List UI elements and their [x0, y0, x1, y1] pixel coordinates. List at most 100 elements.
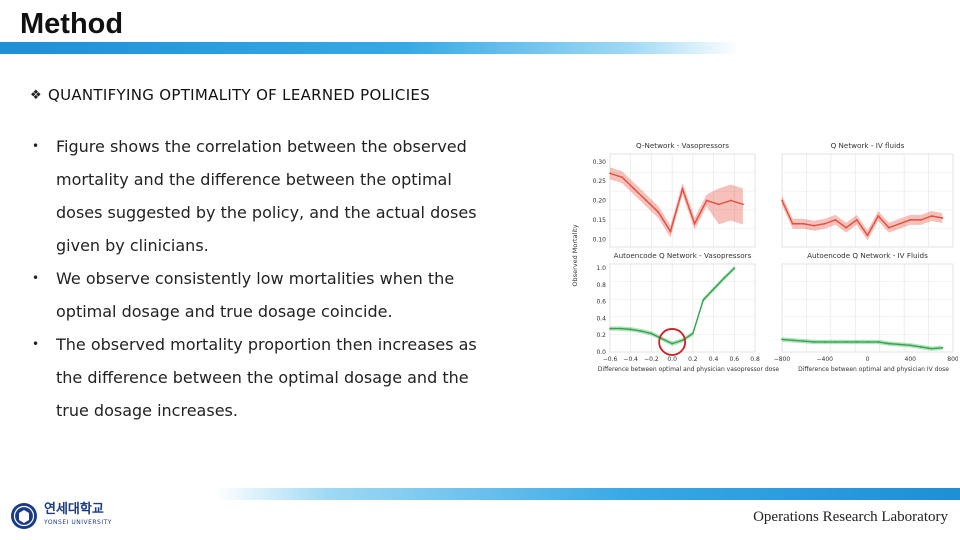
bullet-item: • The observed mortality proportion then… [32, 328, 502, 427]
bullet-text: Figure shows the correlation between the… [56, 137, 477, 255]
data-point [802, 222, 805, 225]
logo-english-text: YONSEI UNIVERSITY [44, 519, 112, 526]
data-point [633, 187, 636, 190]
data-point [609, 327, 611, 330]
university-logo: 연세대학교 YONSEI UNIVERSITY [10, 502, 112, 530]
data-point [660, 337, 663, 340]
data-point [898, 222, 901, 225]
bullet-text: We observe consistently low mortalities … [56, 269, 455, 321]
data-point [920, 346, 922, 348]
y-tick-label: 0.10 [593, 236, 607, 243]
chart-panel [781, 263, 954, 353]
y-tick-label: 0.8 [596, 282, 606, 289]
confidence-band [610, 167, 743, 238]
data-point [877, 215, 880, 217]
confidence-band [782, 195, 943, 241]
mortality-charts-svg: Q-Network - Vasopressors0.300.250.200.15… [571, 141, 959, 373]
data-point [887, 226, 890, 229]
data-point [609, 172, 611, 175]
x-tick-label: 0.4 [709, 356, 719, 363]
x-axis-label: Difference between optimal and physician… [598, 366, 780, 373]
x-tick-label: 0 [866, 356, 870, 363]
chart-title: Q-Network - Vasopressors [636, 141, 729, 150]
data-point [791, 222, 794, 225]
slide-title: Method [20, 8, 124, 40]
university-seal-icon [11, 503, 37, 529]
bullet-text: The observed mortality proportion then i… [56, 335, 477, 420]
data-point [823, 341, 826, 343]
data-point [855, 341, 858, 343]
bottom-accent-bar [216, 488, 960, 500]
y-tick-label: 0.2 [596, 332, 606, 339]
data-point [855, 218, 858, 221]
y-axis-label: Observed Mortality [571, 224, 579, 286]
data-point [791, 339, 794, 342]
confidence-band [782, 337, 943, 351]
section-heading-text: QUANTIFYING OPTIMALITY OF LEARNED POLICI… [47, 86, 431, 104]
data-point [834, 218, 837, 221]
data-point [930, 347, 933, 350]
x-tick-label: 0.8 [750, 356, 760, 363]
data-point [650, 332, 653, 335]
y-tick-label: 0.15 [593, 217, 607, 224]
data-point [941, 217, 944, 219]
data-point [693, 222, 696, 225]
data-point [723, 277, 725, 280]
x-tick-label: 0.6 [730, 356, 740, 363]
data-point [877, 341, 880, 343]
data-point [691, 332, 694, 335]
data-point [781, 338, 783, 341]
data-point [681, 187, 684, 190]
data-point [645, 199, 648, 202]
x-tick-label: 800 [947, 356, 958, 363]
data-point [866, 341, 869, 343]
x-tick-label: 0.0 [667, 356, 677, 363]
chart-title: Autoencode Q Network - Vasopressors [614, 251, 752, 260]
data-point [909, 218, 912, 221]
diamond-bullet-icon: ❖ [30, 87, 42, 103]
data-point [845, 226, 848, 229]
data-point [619, 327, 622, 330]
data-point [733, 267, 736, 270]
data-point [681, 339, 684, 342]
data-point [742, 203, 744, 206]
data-point [702, 299, 705, 301]
data-point [712, 288, 715, 291]
y-tick-label: 0.4 [596, 315, 606, 322]
x-tick-label: −0.4 [623, 356, 638, 363]
section-heading: ❖ QUANTIFYING OPTIMALITY OF LEARNED POLI… [30, 86, 430, 104]
x-tick-label: −0.2 [644, 356, 659, 363]
chart-panel [609, 263, 756, 353]
highlight-circle [658, 328, 687, 356]
data-point [640, 330, 642, 332]
series-line [781, 338, 943, 350]
y-tick-label: 0.30 [593, 159, 607, 166]
data-point [671, 342, 674, 345]
data-point [705, 199, 708, 202]
chart-panel [781, 153, 954, 248]
y-tick-label: 0.25 [593, 178, 607, 185]
data-point [823, 222, 826, 225]
data-point [729, 199, 732, 202]
data-point [802, 340, 805, 343]
bullet-item: • We observe consistently low mortalitie… [32, 262, 502, 328]
series-line [609, 172, 744, 234]
bullet-item: • Figure shows the correlation between t… [32, 130, 502, 262]
lab-name: Operations Research Laboratory [753, 509, 948, 525]
data-point [813, 224, 815, 227]
data-point [930, 215, 933, 217]
bullet-list: • Figure shows the correlation between t… [32, 130, 502, 427]
x-tick-label: −800 [774, 356, 791, 363]
data-point [813, 341, 815, 343]
x-tick-label: −400 [817, 356, 834, 363]
bullet-dot-icon: • [32, 139, 40, 153]
series-line [781, 200, 943, 237]
data-point [920, 218, 922, 221]
x-tick-label: −0.6 [603, 356, 618, 363]
data-point [629, 328, 632, 331]
data-point [834, 341, 837, 343]
y-tick-label: 1.0 [596, 265, 606, 272]
y-tick-label: 0.20 [593, 198, 607, 205]
y-tick-label: 0.0 [596, 349, 606, 356]
data-point [909, 344, 912, 347]
